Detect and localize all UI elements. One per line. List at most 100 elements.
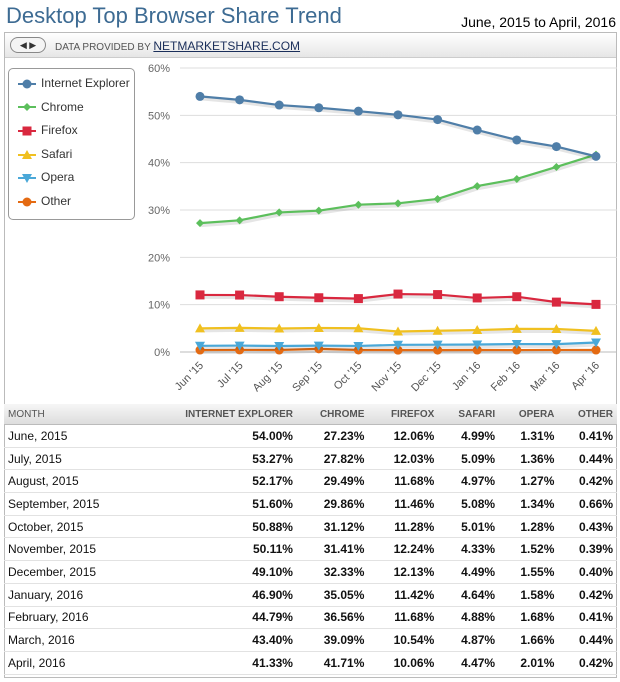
data-point bbox=[433, 345, 443, 355]
cell-value: 5.01% bbox=[438, 515, 500, 539]
x-tick-label: Jun '15 bbox=[173, 360, 206, 393]
cell-value: 12.06% bbox=[368, 424, 439, 448]
y-tick-label: 20% bbox=[148, 252, 170, 264]
legend-item[interactable]: Safari bbox=[17, 146, 72, 162]
x-tick-label: Mar '16 bbox=[528, 360, 562, 394]
data-point bbox=[512, 345, 522, 355]
column-header[interactable]: OTHER bbox=[558, 404, 617, 425]
data-point bbox=[234, 322, 245, 332]
data-point bbox=[393, 110, 403, 120]
data-point bbox=[472, 325, 483, 335]
cell-value: 0.41% bbox=[558, 606, 617, 630]
data-point bbox=[472, 345, 482, 355]
cell-value: 1.52% bbox=[499, 537, 559, 562]
cell-value: 1.31% bbox=[499, 424, 559, 448]
cell-value: 1.66% bbox=[499, 628, 559, 652]
legend-label: Chrome bbox=[41, 99, 84, 114]
cell-value: 41.71% bbox=[296, 651, 369, 675]
cell-value: 43.40% bbox=[139, 628, 297, 652]
x-tick-label: Aug '15 bbox=[251, 360, 286, 395]
table-row: February, 2016 44.79% 36.56% 11.68% 4.88% 1.6… bbox=[4, 606, 617, 630]
data-point bbox=[393, 345, 403, 355]
cell-value: 1.36% bbox=[499, 447, 559, 471]
y-tick-label: 10% bbox=[148, 300, 170, 312]
cell-value: 10.54% bbox=[368, 628, 439, 652]
cell-value: 29.49% bbox=[296, 469, 369, 494]
legend-item[interactable]: Firefox bbox=[17, 122, 78, 138]
series-shadow bbox=[200, 96, 598, 161]
cell-value: 1.34% bbox=[499, 492, 559, 516]
data-point bbox=[552, 162, 561, 171]
legend-item[interactable]: Opera bbox=[17, 169, 74, 185]
cell-value: 0.40% bbox=[558, 560, 617, 584]
table-row: August, 2015 52.17% 29.49% 11.68% 4.97% 1.27%… bbox=[4, 469, 617, 494]
data-point bbox=[512, 135, 522, 145]
legend: Internet Explorer Chrome Firefox Safari Oper… bbox=[8, 68, 135, 220]
cell-value: 39.09% bbox=[296, 628, 369, 652]
data-point bbox=[433, 194, 442, 203]
cell-value: 4.47% bbox=[438, 651, 500, 675]
column-header[interactable]: MONTH bbox=[4, 404, 140, 425]
cell-value: 10.06% bbox=[368, 651, 439, 675]
x-tick-label: Apr '16 bbox=[569, 360, 602, 393]
page-title: Desktop Top Browser Share Trend bbox=[6, 3, 342, 28]
cell-value: 27.82% bbox=[296, 447, 369, 471]
cell-value: 32.33% bbox=[296, 560, 369, 584]
cell-month: February, 2016 bbox=[4, 606, 140, 630]
nav-buttons[interactable]: ◀ ▶ bbox=[10, 37, 46, 53]
cell-value: 49.10% bbox=[139, 560, 297, 584]
cell-month: December, 2015 bbox=[4, 560, 140, 584]
arrow-right-icon[interactable]: ▶ bbox=[29, 40, 37, 50]
data-point bbox=[591, 299, 601, 309]
column-header[interactable]: FIREFOX bbox=[368, 404, 439, 425]
cell-value: 1.68% bbox=[499, 606, 559, 630]
data-point bbox=[353, 294, 363, 304]
cell-value: 0.41% bbox=[558, 424, 617, 448]
data-point bbox=[313, 341, 324, 351]
y-tick-label: 60% bbox=[148, 63, 170, 75]
column-header[interactable]: INTERNET EXPLORER bbox=[139, 404, 297, 425]
data-point bbox=[235, 290, 245, 300]
cell-value: 0.42% bbox=[558, 651, 617, 675]
legend-item[interactable]: Other bbox=[17, 193, 71, 209]
table-row: July, 2015 53.27% 27.82% 12.03% 5.09% 1.36% 0.… bbox=[4, 447, 617, 471]
cell-month: March, 2016 bbox=[4, 628, 140, 652]
data-point bbox=[591, 338, 601, 348]
table-row: April, 2016 41.33% 41.71% 10.06% 4.47% 2.01% 0… bbox=[4, 651, 617, 675]
x-tick-label: Dec '15 bbox=[409, 360, 444, 395]
cell-value: 11.42% bbox=[368, 583, 439, 607]
column-header[interactable]: CHROME bbox=[296, 404, 369, 425]
cell-month: November, 2015 bbox=[4, 537, 140, 562]
cell-value: 1.58% bbox=[499, 583, 559, 607]
table-row: June, 2015 54.00% 27.23% 12.06% 4.99% 1.31% 0.… bbox=[4, 424, 617, 448]
cell-value: 11.68% bbox=[368, 606, 439, 630]
legend-label: Firefox bbox=[41, 123, 78, 138]
data-point bbox=[393, 289, 403, 299]
arrow-left-icon[interactable]: ◀ bbox=[19, 40, 27, 50]
data-point bbox=[551, 340, 562, 350]
cell-value: 53.27% bbox=[139, 447, 297, 471]
column-header[interactable]: SAFARI bbox=[438, 404, 500, 425]
data-point bbox=[512, 174, 521, 183]
cell-month: January, 2016 bbox=[4, 583, 140, 607]
data-point bbox=[353, 341, 364, 351]
legend-marker-icon bbox=[22, 149, 32, 159]
data-table: MONTH INTERNET EXPLORER CHROME FIREFOX SAFAR… bbox=[4, 404, 617, 675]
provided-by-label: DATA PROVIDED BY bbox=[55, 42, 151, 53]
legend-item[interactable]: Internet Explorer bbox=[17, 75, 130, 91]
data-point bbox=[314, 206, 323, 215]
data-point bbox=[432, 340, 443, 350]
cell-value: 0.39% bbox=[558, 537, 617, 562]
legend-item[interactable]: Chrome bbox=[17, 99, 84, 115]
data-point bbox=[393, 340, 403, 350]
provider-link[interactable]: NETMARKETSHARE.COM bbox=[153, 39, 301, 53]
cell-value: 4.33% bbox=[438, 537, 500, 562]
column-header[interactable]: OPERA bbox=[499, 404, 559, 425]
series-internet-explorer bbox=[195, 91, 601, 161]
data-point bbox=[473, 182, 482, 191]
data-point bbox=[472, 340, 483, 350]
cell-value: 54.00% bbox=[139, 424, 297, 448]
cell-value: 52.17% bbox=[139, 469, 297, 494]
data-point bbox=[393, 326, 403, 336]
cell-value: 12.03% bbox=[368, 447, 439, 471]
